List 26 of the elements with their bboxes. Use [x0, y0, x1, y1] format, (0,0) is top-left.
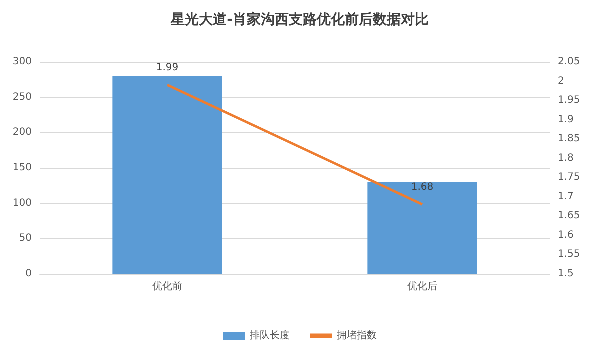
y2-tick-label: 1.65 [558, 210, 580, 222]
legend-label: 拥堵指数 [337, 330, 377, 342]
x-tick-label: 优化后 [408, 280, 438, 292]
y2-tick-label: 2.05 [558, 56, 580, 68]
y-tick-label: 150 [12, 162, 32, 174]
y-tick-label: 0 [26, 268, 32, 280]
y2-tick-label: 1.6 [558, 230, 574, 241]
y2-tick-label: 1.95 [558, 95, 580, 106]
y2-tick-label: 1.9 [558, 114, 574, 126]
y-tick-label: 200 [12, 127, 32, 138]
y-tick-label: 250 [12, 92, 32, 103]
data-label: 1.99 [156, 62, 179, 74]
y2-tick-label: 1.8 [558, 152, 574, 164]
y2-tick-label: 1.55 [558, 249, 580, 260]
y2-tick-label: 1.75 [558, 172, 580, 184]
data-label: 1.68 [411, 182, 434, 194]
y2-tick-label: 1.85 [558, 134, 580, 145]
x-tick-label: 优化前 [152, 280, 182, 292]
y-tick-label: 50 [19, 233, 32, 244]
y2-tick-label: 1.5 [558, 268, 574, 280]
y-tick-label: 300 [12, 56, 32, 68]
y2-tick-label: 2 [558, 76, 564, 87]
legend-label: 排队长度 [250, 330, 290, 342]
y-tick-label: 100 [12, 198, 32, 209]
y2-tick-label: 1.7 [558, 191, 574, 202]
chart-title: 星光大道-肖家沟西支路优化前后数据对比 [170, 11, 429, 28]
